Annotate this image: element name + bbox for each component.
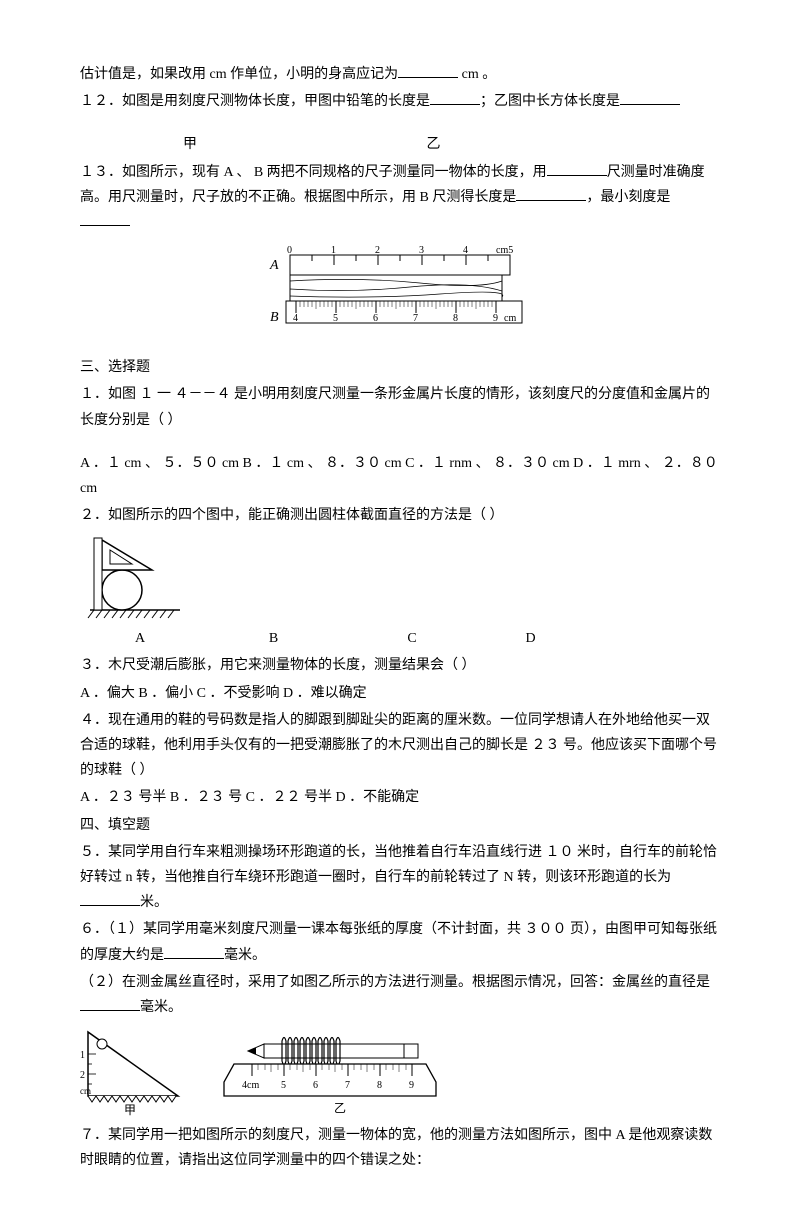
s3q1a: １．如图 １ 一 ４－－４ 是小明用刻度尺测量一条形金属片长度的情形，该刻度尺的… <box>80 382 720 432</box>
svg-text:1: 1 <box>80 1050 85 1061</box>
blank-s4q6a[interactable] <box>164 944 224 959</box>
wood-object <box>290 275 503 301</box>
fig6-yi-svg: 4cm 5 6 7 8 9 乙 <box>204 1024 444 1119</box>
blank-q12a[interactable] <box>430 90 480 105</box>
fig12-jia: 甲 <box>80 132 300 157</box>
fig6-jia-svg: 1 2 cm 甲 <box>80 1024 190 1119</box>
blank-q13b[interactable] <box>516 186 586 201</box>
lbl-d: D <box>481 626 581 651</box>
sec4-head: 四、填空题 <box>80 813 720 838</box>
fig6-jia-label: 甲 <box>124 1103 136 1117</box>
lbl-c: C <box>347 626 477 651</box>
lbl-b: B <box>204 626 344 651</box>
fig12-labels: 甲 乙 <box>80 132 720 157</box>
svg-text:cm: cm <box>80 1086 91 1096</box>
s3q3: ３．木尺受潮后膨胀，用它来测量物体的长度，测量结果会（ ） <box>80 653 720 678</box>
ruler-b-label: B <box>270 310 279 325</box>
svg-text:2: 2 <box>375 245 380 256</box>
svg-text:8: 8 <box>377 1080 382 1091</box>
svg-text:5: 5 <box>281 1080 286 1091</box>
s4q6b: 毫米。 <box>224 948 266 963</box>
svg-text:9: 9 <box>493 313 498 324</box>
s3q2: ２．如图所示的四个图中，能正确测出圆柱体截面直径的方法是（ ） <box>80 503 720 528</box>
svg-text:4: 4 <box>463 245 468 256</box>
s4q6d: 毫米。 <box>140 1000 182 1015</box>
svg-text:8: 8 <box>453 313 458 324</box>
s4q5: ５．某同学用自行车来粗测操场环形跑道的长，当他推着自行车沿直线行进 １０ 米时，… <box>80 840 720 916</box>
ruler-a-nums: 0 1 2 3 4 cm5 <box>287 245 513 256</box>
s3q4opt: A ．２３ 号半 B ．２３ 号 C ．２２ 号半 D ．不能确定 <box>80 785 720 810</box>
q13-c: ，最小刻度是 <box>586 190 670 205</box>
fig-s3q2 <box>80 532 720 622</box>
ruler-b-nums: 4 5 6 7 8 9 cm <box>293 313 516 324</box>
svg-text:cm5: cm5 <box>496 245 513 256</box>
q13: １３．如图所示，现有 A 、 B 两把不同规格的尺子测量同一物体的长度，用尺测量… <box>80 160 720 236</box>
svg-text:6: 6 <box>313 1080 318 1091</box>
svg-text:0: 0 <box>287 245 292 256</box>
svg-text:7: 7 <box>345 1080 350 1091</box>
fig6: 1 2 cm 甲 <box>80 1024 720 1119</box>
fig12-yi: 乙 <box>304 132 564 157</box>
sec3-head: 三、选择题 <box>80 355 720 380</box>
s4q5b: 米。 <box>140 895 168 910</box>
q12-mid: ；乙图中长方体长度是 <box>480 94 620 109</box>
blank-s4q6c[interactable] <box>80 996 140 1011</box>
s3q3opt: A ．偏大 B ．偏小 C ．不受影响 D ．难以确定 <box>80 681 720 706</box>
ruler-b-minor <box>300 301 492 309</box>
svg-text:9: 9 <box>409 1080 414 1091</box>
s4q6-1: ６．（１）某同学用毫米刻度尺测量一课本每张纸的厚度（不计封面，共 ３００ 页），… <box>80 917 720 967</box>
svg-text:6: 6 <box>373 313 378 324</box>
s4q6c: （２）在测金属丝直径时，采用了如图乙所示的方法进行测量。根据图示情况，回答：金属… <box>80 975 710 990</box>
q11-unit: cm 。 <box>458 67 496 82</box>
pencil <box>248 1044 418 1058</box>
blank-q12b[interactable] <box>620 90 680 105</box>
s4q7: ７．某同学用一把如图所示的刻度尺，测量一物体的宽，他的测量方法如图所示，图中 A… <box>80 1123 720 1173</box>
svg-text:4: 4 <box>293 313 298 324</box>
fig13: A 012 34cm5 B <box>80 241 720 341</box>
svg-text:4cm: 4cm <box>242 1080 259 1091</box>
q12-text: １２．如图是用刻度尺测物体长度，甲图中铅笔的长度是 <box>80 94 430 109</box>
lbl-a: A <box>80 626 200 651</box>
s4q6-2: （２）在测金属丝直径时，采用了如图乙所示的方法进行测量。根据图示情况，回答：金属… <box>80 970 720 1020</box>
q11-tail: 估计值是，如果改用 cm 作单位，小明的身高应记为 cm 。 <box>80 62 720 87</box>
q13-a: １３．如图所示，现有 A 、 B 两把不同规格的尺子测量同一物体的长度，用 <box>80 165 547 180</box>
svg-text:2: 2 <box>80 1070 85 1081</box>
ruler-a-label: A <box>269 258 279 273</box>
blank-q13a[interactable] <box>547 161 607 176</box>
ruler-ab-svg: A 012 34cm5 B <box>240 241 560 341</box>
blank-q11[interactable] <box>398 63 458 78</box>
q11-text: 估计值是，如果改用 cm 作单位，小明的身高应记为 <box>80 67 398 82</box>
ruler-a-ticks <box>290 255 510 265</box>
blank-s4q5[interactable] <box>80 891 140 906</box>
s4q5a: ５．某同学用自行车来粗测操场环形跑道的长，当他推着自行车沿直线行进 １０ 米时，… <box>80 845 717 885</box>
blank-q13c[interactable] <box>80 211 130 226</box>
s3q1b: A ．１ cm 、 ５．５０ cm B ．１ cm 、 ８．３０ cm C ．１… <box>80 451 720 501</box>
cylinder-measure-svg <box>80 532 190 622</box>
svg-text:1: 1 <box>331 245 336 256</box>
q12: １２．如图是用刻度尺测物体长度，甲图中铅笔的长度是 ；乙图中长方体长度是 <box>80 89 720 114</box>
fig6-yi-label: 乙 <box>334 1101 346 1115</box>
s3q2-labels: A B C D <box>80 626 720 651</box>
svg-text:3: 3 <box>419 245 424 256</box>
s3q4a: ４．现在通用的鞋的号码数是指人的脚跟到脚趾尖的距离的厘米数。一位同学想请人在外地… <box>80 708 720 784</box>
svg-text:5: 5 <box>333 313 338 324</box>
svg-text:7: 7 <box>413 313 418 324</box>
svg-text:cm: cm <box>504 313 516 324</box>
